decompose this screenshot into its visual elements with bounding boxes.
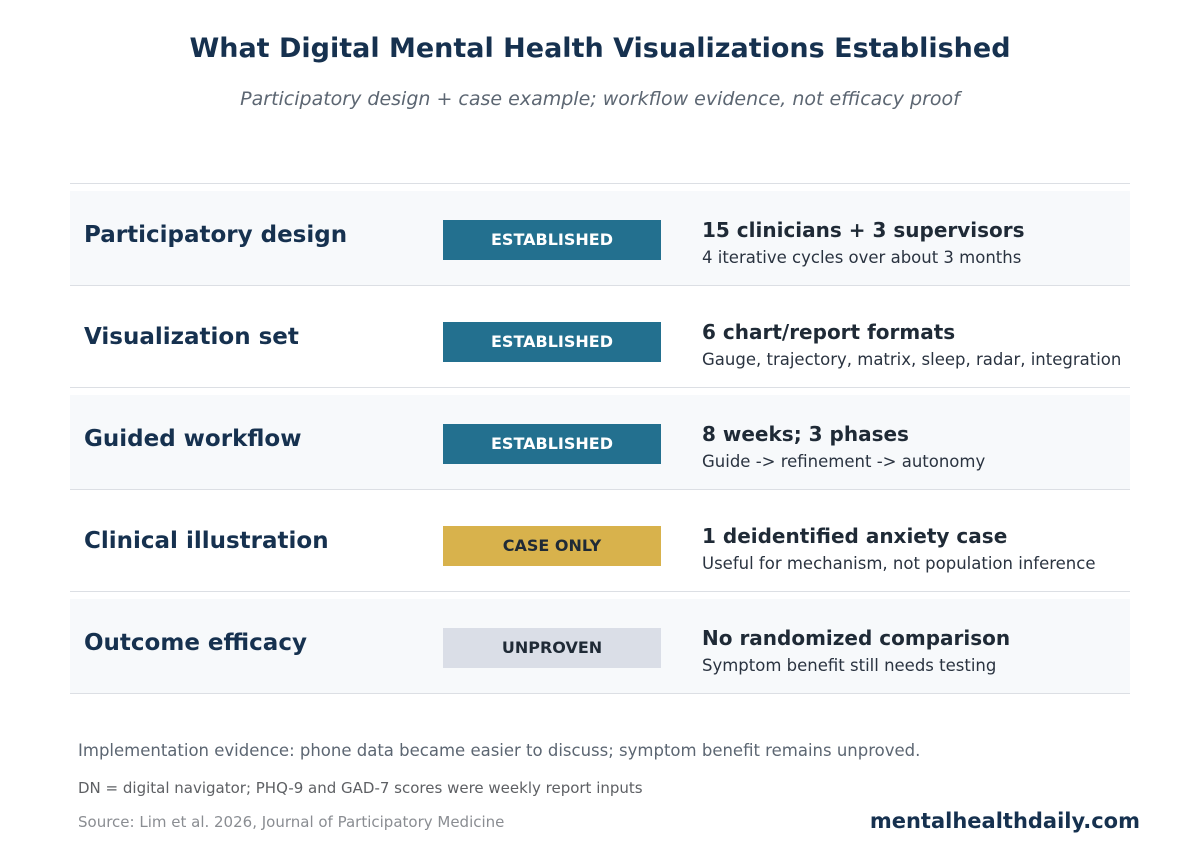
- evidence-table: Participatory design ESTABLISHED 15 clin…: [70, 183, 1130, 694]
- source-citation: Source: Lim et al. 2026, Journal of Part…: [78, 813, 505, 831]
- abbreviations-note: DN = digital navigator; PHQ-9 and GAD-7 …: [78, 779, 643, 797]
- implementation-note: Implementation evidence: phone data beca…: [78, 741, 921, 760]
- page-subtitle: Participatory design + case example; wor…: [240, 88, 960, 110]
- page-title: What Digital Mental Health Visualization…: [189, 33, 1011, 64]
- row-metric: No randomized comparison: [702, 626, 1011, 650]
- status-badge: CASE ONLY: [443, 526, 661, 566]
- row-detail: Useful for mechanism, not population inf…: [702, 554, 1096, 573]
- status-badge: ESTABLISHED: [443, 424, 661, 464]
- row-metric: 15 clinicians + 3 supervisors: [702, 218, 1025, 242]
- row-label: Visualization set: [84, 324, 299, 350]
- row-detail: Gauge, trajectory, matrix, sleep, radar,…: [702, 350, 1122, 369]
- row-detail: Guide -> refinement -> autonomy: [702, 452, 986, 471]
- row-detail: Symptom benefit still needs testing: [702, 656, 997, 675]
- row-label: Outcome efficacy: [84, 630, 307, 656]
- table-row-outcome-efficacy: Outcome efficacy UNPROVEN No randomized …: [70, 592, 1130, 694]
- row-metric: 1 deidentified anxiety case: [702, 524, 1008, 548]
- table-row-visualization-set: Visualization set ESTABLISHED 6 chart/re…: [70, 286, 1130, 388]
- row-label: Clinical illustration: [84, 528, 329, 554]
- row-metric: 6 chart/report formats: [702, 320, 956, 344]
- row-label: Guided workflow: [84, 426, 302, 452]
- brand-logo: mentalhealthdaily.com: [869, 809, 1140, 833]
- status-badge: ESTABLISHED: [443, 220, 661, 260]
- table-row-participatory-design: Participatory design ESTABLISHED 15 clin…: [70, 184, 1130, 286]
- row-label: Participatory design: [84, 222, 348, 248]
- table-row-guided-workflow: Guided workflow ESTABLISHED 8 weeks; 3 p…: [70, 388, 1130, 490]
- status-badge: ESTABLISHED: [443, 322, 661, 362]
- row-detail: 4 iterative cycles over about 3 months: [702, 248, 1022, 267]
- table-row-clinical-illustration: Clinical illustration CASE ONLY 1 deiden…: [70, 490, 1130, 592]
- row-metric: 8 weeks; 3 phases: [702, 422, 909, 446]
- status-badge: UNPROVEN: [443, 628, 661, 668]
